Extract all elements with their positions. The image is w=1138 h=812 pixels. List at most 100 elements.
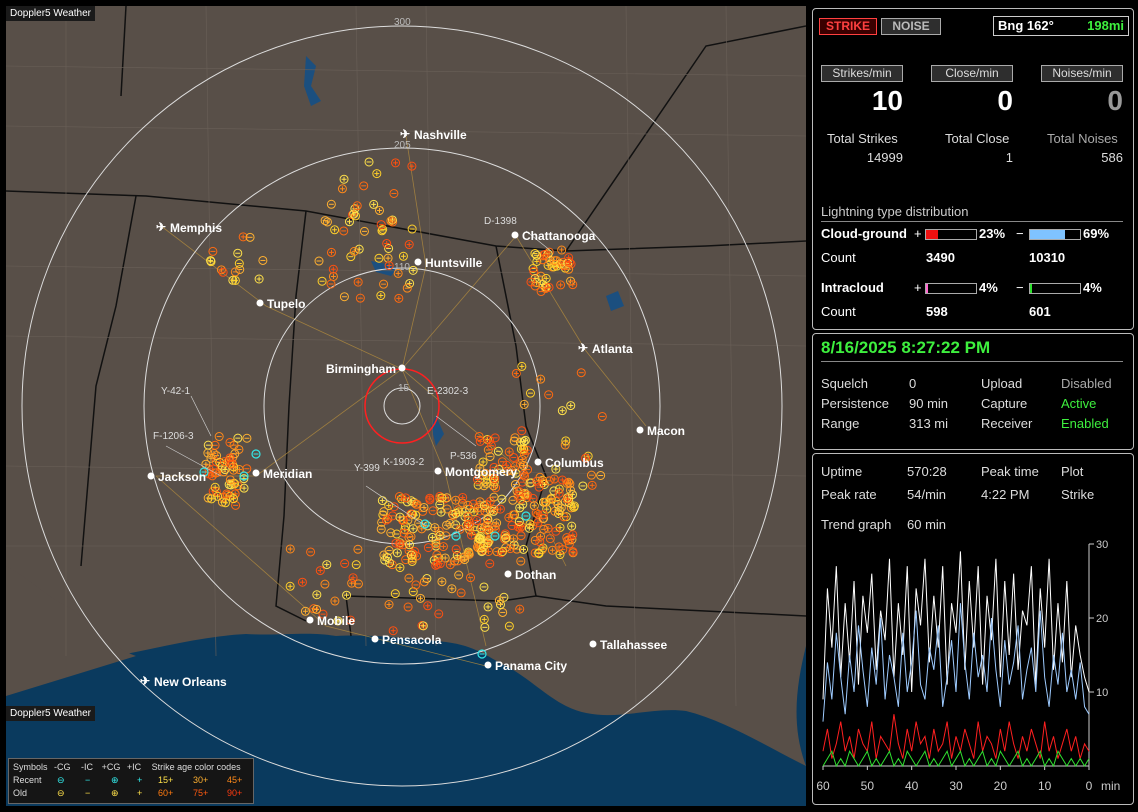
strike-marker [551,496,561,506]
strike-marker [407,556,417,566]
city-name: Atlanta [592,342,633,356]
strike-marker [218,267,228,277]
legend-age-title: Strike age color codes [151,762,241,772]
strike-marker [352,201,362,211]
strike-marker [214,432,224,442]
strike-marker [597,411,607,421]
city-dot [484,661,492,669]
intracloud-label: Intracloud [821,280,884,295]
storm-label: E-2302-3 [427,386,469,397]
strike-marker [525,388,535,398]
strike-marker [545,534,555,544]
strike-marker [554,506,564,516]
strike-marker [451,544,461,554]
noise-button[interactable]: NOISE [881,18,941,35]
strike-marker [339,226,349,236]
range-rings [21,25,783,787]
strike-marker [384,600,394,610]
uptime-value: 570:28 [907,464,947,479]
trend-graph-label: Trend graph [821,517,892,532]
city-dot [589,640,597,648]
strike-marker [320,216,330,226]
strike-marker [437,493,447,503]
strike-marker [339,292,349,302]
city-dot [414,258,422,266]
strike-marker [528,493,538,503]
strike-marker [534,482,544,492]
city-dot [504,570,512,578]
city-labels: ✈ Nashville ✈ Memphis Chattanooga Huntsville T… [140,127,685,689]
strike-marker [504,621,514,631]
ic-positive-count: 598 [926,304,948,319]
strike-marker [485,452,495,462]
ic-positive-bar [925,283,977,294]
strike-marker [395,539,405,549]
strike-marker [407,161,417,171]
recent-strike-marker [521,511,531,521]
strike-marker [213,491,223,501]
cg-positive-count: 3490 [926,250,955,265]
strike-marker [509,452,519,462]
strike-marker [519,461,529,471]
strike-marker [419,577,429,587]
strike-marker [328,264,338,274]
strike-marker [432,559,442,569]
strike-marker [475,534,485,544]
y-tick-label: 10 [1096,687,1108,699]
strike-marker [359,226,369,236]
strike-button[interactable]: STRIKE [819,18,877,35]
strike-marker [406,509,416,519]
total-noises-label: Total Noises [1047,131,1118,146]
legend-old-row: Old ⊖ − ⊕ + 60+ 75+ 90+ [13,788,242,798]
strike-marker [318,609,328,619]
strike-marker [395,512,405,522]
city-marker: Pensacola [371,633,442,647]
strike-marker [233,433,243,443]
ic-positive-percent: 4% [979,280,998,295]
city-name: Chattanooga [522,229,596,243]
strike-marker [474,431,484,441]
city-marker: Mobile [306,614,355,628]
strike-marker [445,519,455,529]
distance-value: 198mi [1087,18,1124,33]
strike-marker [369,199,379,209]
storm-labels: D-1398 Y-42-1 E-2302-3 F-1206-3 K-1903-2… [153,216,517,474]
strike-marker [525,478,535,488]
storm-label: D-1398 [484,216,517,227]
city-dot [511,231,519,239]
strike-marker [581,453,591,463]
symbol-legend: Symbols -CG -IC +CG +IC Strike age color… [8,758,254,804]
strike-marker [554,488,564,498]
city-marker: ✈ Memphis [156,220,222,235]
strike-marker [535,472,545,482]
strike-marker [403,602,413,612]
strike-marker [340,559,350,569]
strike-marker [407,224,417,234]
strike-marker [445,560,455,570]
strike-marker [489,462,499,472]
strike-marker [349,246,359,256]
strike-marker [586,470,596,480]
lightning-map[interactable]: 300 205 110 15 D-1398 Y-42-1 E-2302-3 F-… [5,5,807,806]
strike-marker [538,510,548,520]
strike-marker [483,445,493,455]
cg-positive-bar [925,229,977,240]
plot-value[interactable]: Strike [1061,487,1095,502]
strike-marker [437,577,447,587]
strike-marker [472,516,482,526]
strike-marker [345,615,355,625]
strike-marker [568,530,578,540]
strike-marker [404,532,414,542]
ic-positive-fill [926,284,928,293]
storm-label: P-536 [450,451,477,462]
map-canvas[interactable]: 300 205 110 15 D-1398 Y-42-1 E-2302-3 F-… [5,5,807,806]
x-tick-label: 30 [949,779,963,793]
strike-marker [382,238,392,248]
strike-marker [501,533,511,543]
range-label-205: 205 [394,140,411,151]
peak-rate-label: Peak rate [821,487,877,502]
strike-marker [234,258,244,268]
city-name: New Orleans [154,675,227,689]
city-name: Memphis [170,221,222,235]
city-marker: Columbus [534,456,604,470]
